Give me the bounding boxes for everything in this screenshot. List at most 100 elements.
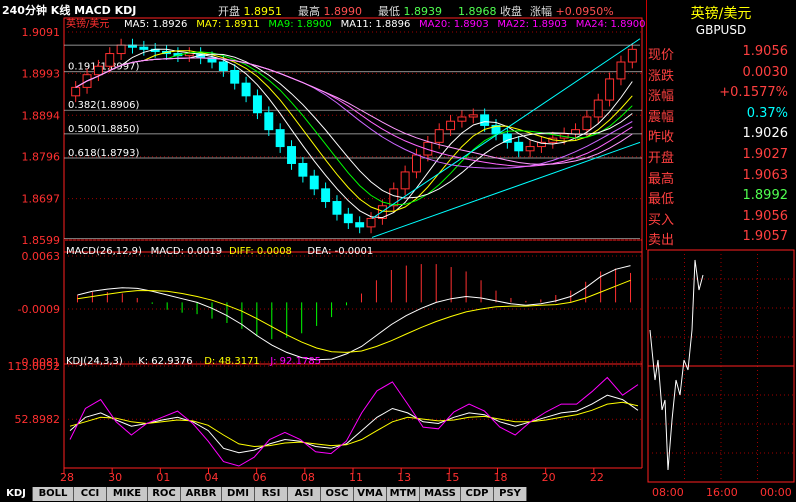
tab-rsi[interactable]: RSI (255, 487, 288, 501)
candle-body (105, 53, 115, 67)
open-label: 开盘 (218, 5, 240, 18)
price-tick-label: 1.8599 (22, 234, 61, 247)
mini-price-line (649, 259, 704, 471)
tab-mtm[interactable]: MTM (387, 487, 420, 501)
tab-psy[interactable]: PSY (494, 487, 527, 501)
candle-body (275, 129, 285, 148)
quote-row: 最高 1.9063 (648, 167, 794, 187)
macd-legend-item: DEA: -0.0001 (307, 246, 373, 257)
tab-cdp[interactable]: CDP (461, 487, 494, 501)
quote-value: 0.37% (746, 105, 788, 121)
channel-lower (371, 141, 641, 238)
grid-layer: 28 30 01 04 06 08 11 13 15 18 20 22 (60, 17, 643, 484)
kdj-legend-item: K: 62.9376 (138, 356, 192, 367)
x-tick-label: 20 (542, 471, 556, 484)
high-field: 最高 1.8990 (298, 3, 362, 19)
candle-body (480, 114, 490, 126)
macd-legend-item: MACD: 0.0019 (151, 246, 223, 257)
k-line (69, 394, 639, 454)
macd-panel: 0.0063 -0.0009 -0.0081 MACD(26,12,9) MACD: 0… (18, 246, 632, 369)
j-line (69, 376, 639, 467)
quote-row: 卖出 1.9057 (648, 229, 794, 249)
high-value: 1.8990 (323, 5, 363, 18)
tab-kdj[interactable]: KDJ (0, 487, 33, 501)
close-label: 收盘 (500, 5, 522, 18)
candle-body (71, 86, 81, 97)
quote-label: 买入 (648, 212, 675, 228)
candle-body (230, 69, 240, 84)
x-tick-label: 08 (301, 471, 315, 484)
candle-body (525, 146, 535, 152)
x-tick-label: 30 (108, 471, 122, 484)
close-field: 1.8968 收盘 (458, 3, 522, 19)
x-tick-label: 28 (60, 471, 74, 484)
quote-label: 最高 (648, 171, 675, 187)
candle-body (627, 48, 637, 63)
low-field: 最低 1.8939 (378, 3, 442, 19)
fib-label: 0.500(1.8850) (68, 124, 140, 135)
x-tick-label: 06 (253, 471, 267, 484)
candle-body (298, 162, 308, 177)
candle-body (252, 95, 262, 114)
instrument-code: GBPUSD (695, 23, 747, 37)
tab-osc[interactable]: OSC (321, 487, 354, 501)
macd-legend-item: MACD(26,12,9) (66, 246, 142, 257)
quote-row: 买入 1.9056 (648, 209, 794, 228)
ma-line-9 (75, 51, 633, 206)
close-value: 1.8968 (458, 5, 497, 18)
quote-label: 最低 (648, 192, 675, 208)
price-panel: 1.9091 1.8993 1.8894 1.8796 1.8697 1.8599 0.19… (22, 17, 646, 247)
price-tick-label: 1.8796 (22, 151, 61, 164)
candle-body (139, 46, 149, 50)
quote-label: 卖出 (648, 233, 675, 249)
kdj-legend-item: D: 48.3171 (204, 356, 260, 367)
candle-body (116, 44, 126, 55)
tab-arbr[interactable]: ARBR (181, 487, 222, 501)
tab-boll[interactable]: BOLL (33, 487, 74, 501)
candle-body (605, 78, 615, 101)
tab-roc[interactable]: ROC (148, 487, 181, 501)
candle-body (412, 154, 421, 173)
ma-legend-item: MA7: 1.8911 (196, 19, 259, 30)
tab-mass[interactable]: MASS (420, 487, 461, 501)
ma-legend-item: MA11: 1.8896 (341, 19, 411, 30)
x-tick-label: 11 (349, 471, 363, 484)
kdj-tick-label: 113.0052 (8, 360, 61, 373)
fib-label: 0.191(1.8997) (68, 62, 140, 73)
ma-legend-item: MA22: 1.8903 (497, 19, 567, 30)
tab-mike[interactable]: MIKE (107, 487, 148, 501)
candle-body (309, 175, 319, 190)
candle-body (582, 116, 592, 131)
candle-body (400, 171, 410, 190)
low-value: 1.8939 (403, 5, 443, 18)
ma-line-20 (75, 57, 633, 169)
candle-body (434, 129, 444, 143)
candle-body (218, 61, 228, 71)
tab-vma[interactable]: VMA (354, 487, 387, 501)
ma-line-22 (75, 57, 633, 167)
price-tick-label: 1.9091 (22, 26, 61, 39)
tab-asi[interactable]: ASI (288, 487, 321, 501)
x-tick-label: 22 (590, 471, 604, 484)
kdj-tick-label: 52.8982 (15, 413, 61, 426)
tab-dmi[interactable]: DMI (222, 487, 255, 501)
quote-row: 震幅 0.37% (648, 105, 794, 125)
change-label: 涨幅 (530, 5, 552, 18)
x-tick-label: 01 (156, 471, 170, 484)
macd-tick-label: -0.0009 (18, 303, 60, 316)
open-value: 1.8951 (243, 5, 283, 18)
candle-body (332, 201, 342, 215)
quote-label: 开盘 (648, 151, 675, 166)
candle-body (502, 133, 512, 143)
quote-value: 1.9063 (742, 167, 789, 183)
x-tick-label: 15 (445, 471, 459, 484)
mini-x-label: 00:00 (760, 486, 792, 499)
candle-body (571, 129, 580, 135)
candle-body (287, 146, 296, 164)
candle-body (389, 188, 399, 207)
low-label: 最低 (378, 5, 400, 18)
d-line (69, 401, 639, 448)
tab-cci[interactable]: CCI (74, 487, 107, 501)
ma-legend-item: MA5: 1.8926 (124, 19, 187, 30)
